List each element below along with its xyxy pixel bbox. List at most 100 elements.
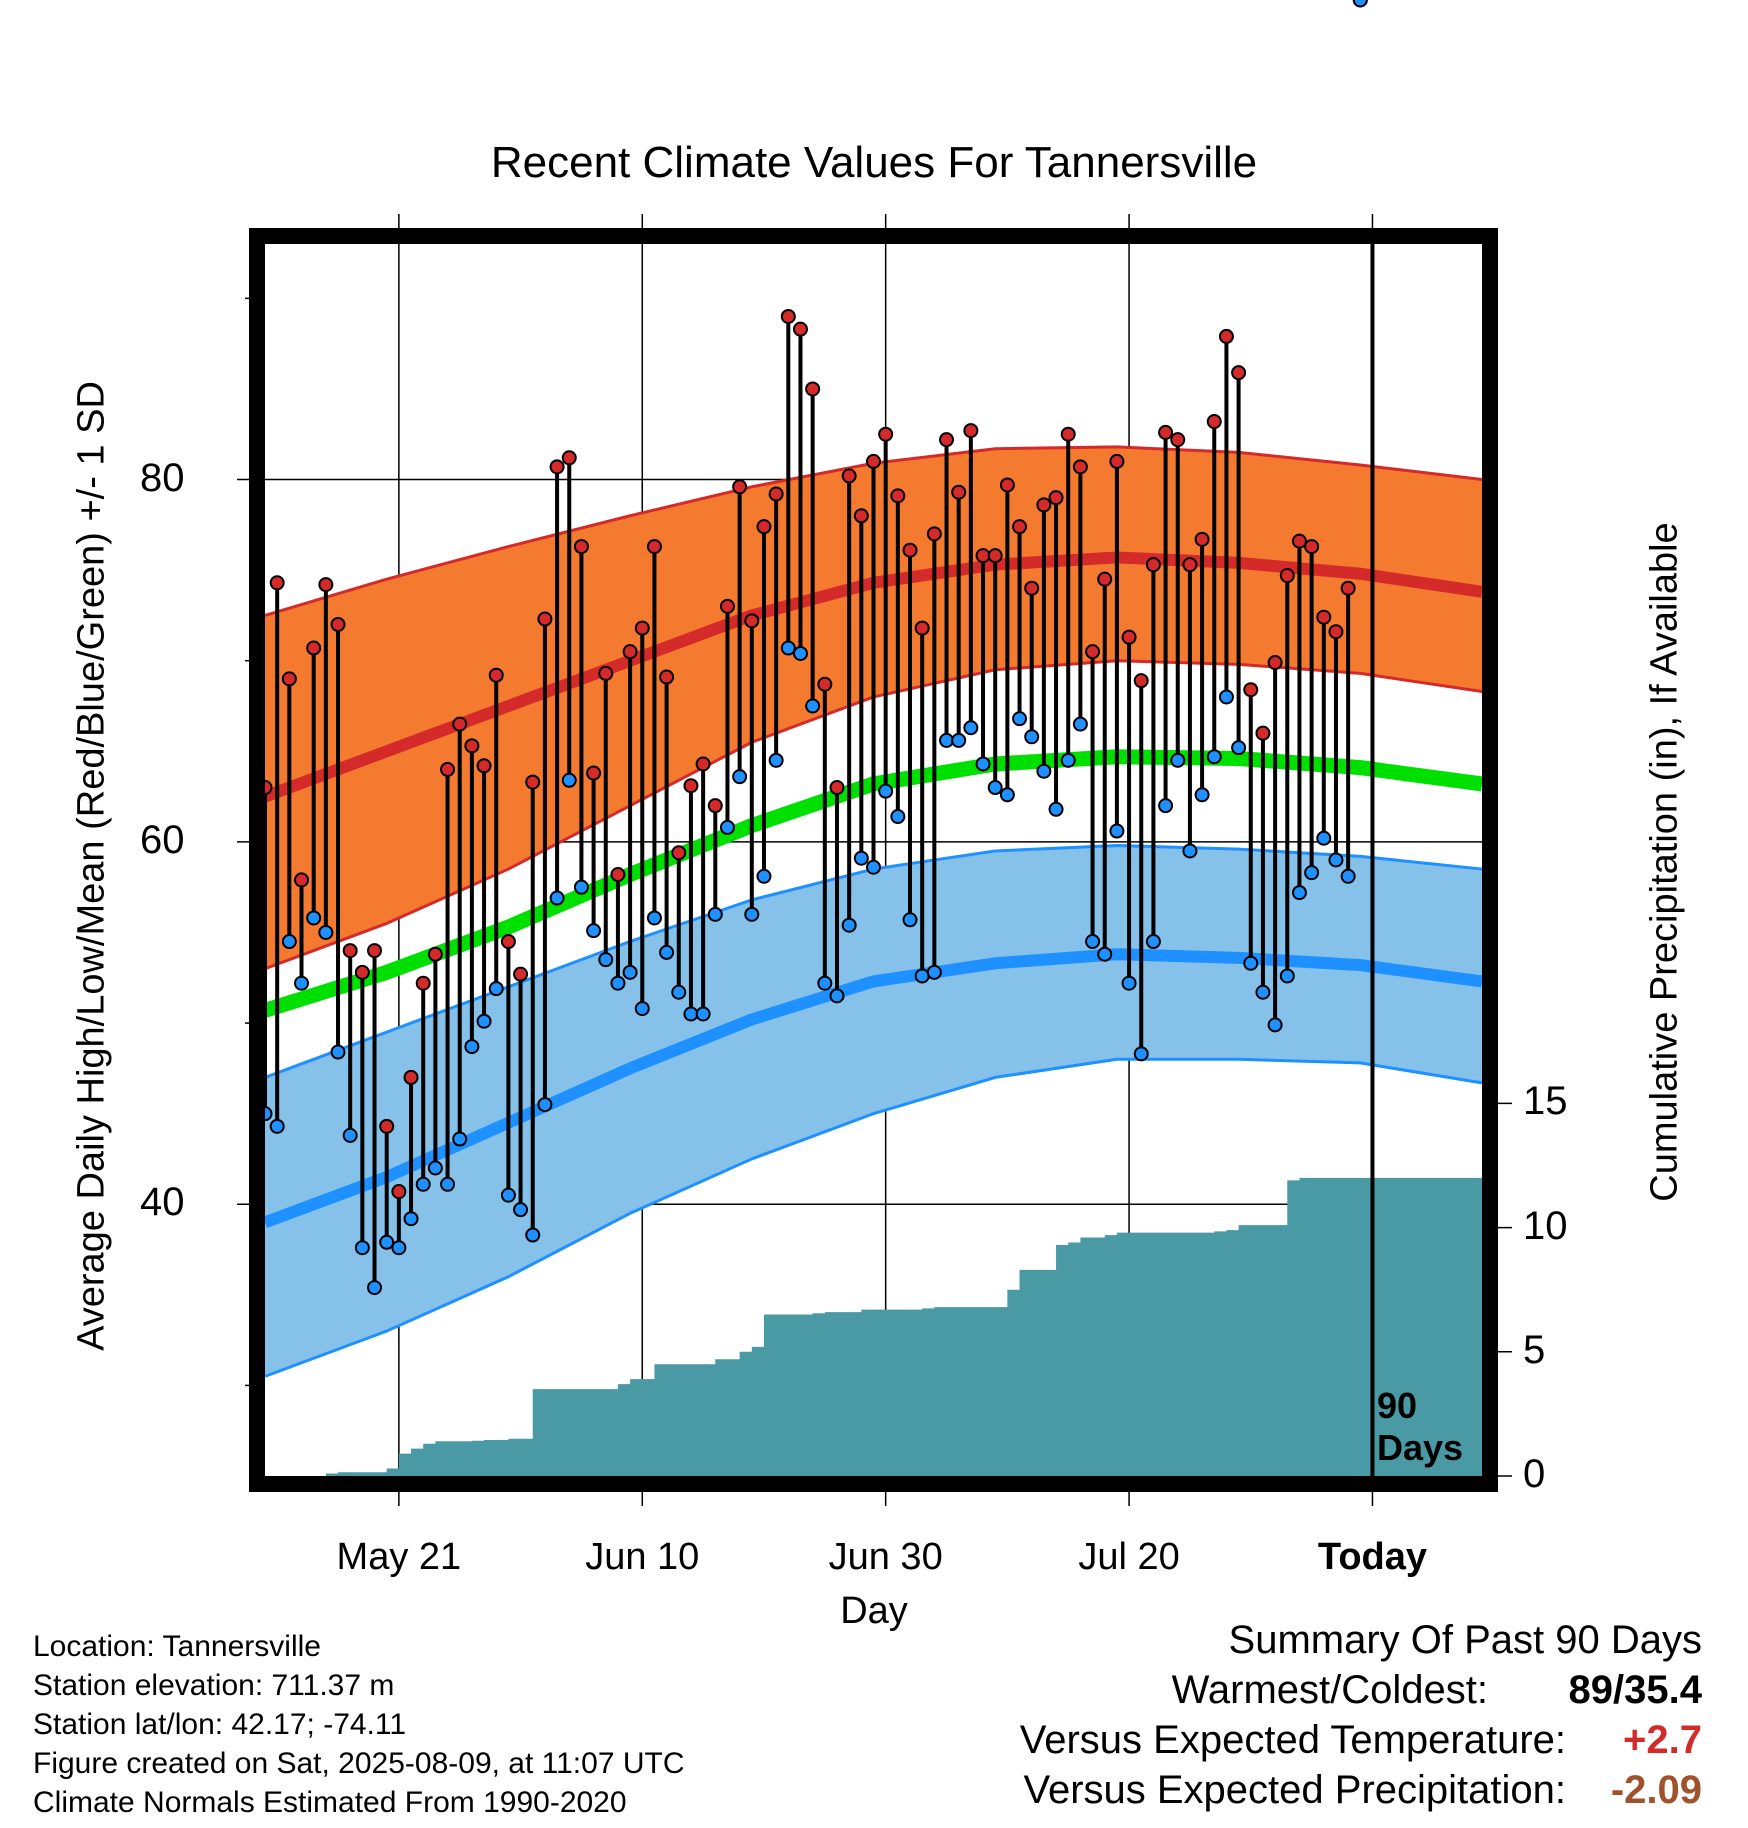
observed-high-point bbox=[1048, 490, 1064, 506]
observed-high-point bbox=[488, 667, 504, 683]
observed-low-point bbox=[792, 645, 808, 661]
observed-high-point bbox=[1182, 557, 1198, 573]
observed-high-point bbox=[756, 519, 772, 535]
y2-tick-label: 10 bbox=[1523, 1203, 1568, 1248]
observed-high-point bbox=[866, 453, 881, 469]
observed-low-point bbox=[1109, 823, 1125, 839]
observed-high-point bbox=[537, 611, 553, 627]
footer-elevation: Station elevation: 711.37 m bbox=[33, 1669, 395, 1702]
observed-low-point bbox=[659, 944, 675, 960]
observed-high-point bbox=[306, 640, 322, 656]
observed-high-point bbox=[1060, 426, 1076, 442]
observed-low-point bbox=[853, 850, 869, 866]
observed-low-point bbox=[951, 732, 967, 748]
observed-high-point bbox=[1304, 539, 1320, 555]
observed-low-point bbox=[707, 906, 723, 922]
observed-high-point bbox=[464, 738, 480, 754]
observed-high-point bbox=[1133, 673, 1149, 689]
observed-high-point bbox=[1218, 328, 1234, 344]
footer-location: Location: Tannersville bbox=[33, 1630, 321, 1663]
observed-high-point bbox=[452, 716, 468, 732]
x-tick-label: Jun 10 bbox=[585, 1536, 700, 1578]
observed-low-point bbox=[1231, 740, 1247, 756]
observed-low-point bbox=[1121, 975, 1137, 991]
observed-high-point bbox=[342, 943, 358, 959]
observed-low-point bbox=[1036, 763, 1052, 779]
observed-low-point bbox=[1048, 801, 1064, 817]
observed-low-point bbox=[671, 984, 687, 1000]
precipitation-area bbox=[265, 1177, 1482, 1476]
observed-high-point bbox=[354, 964, 370, 980]
observed-low-point bbox=[294, 975, 310, 991]
observed-high-point bbox=[1206, 414, 1222, 430]
observed-high-point bbox=[1340, 580, 1356, 596]
observed-high-point bbox=[817, 676, 833, 692]
observed-low-point bbox=[1145, 934, 1161, 950]
observed-high-point bbox=[561, 450, 577, 466]
observed-low-point bbox=[975, 756, 991, 772]
observed-high-point bbox=[914, 620, 930, 636]
plot-frame bbox=[249, 228, 1498, 1492]
observed-high-point bbox=[744, 613, 760, 629]
observed-high-point bbox=[780, 308, 796, 324]
observed-low-point bbox=[1024, 729, 1040, 745]
observed-high-point bbox=[1012, 519, 1028, 535]
observed-low-point bbox=[1243, 955, 1259, 971]
observed-low-point bbox=[537, 1097, 553, 1113]
observed-low-point bbox=[902, 912, 918, 928]
observed-low-point bbox=[1097, 946, 1113, 962]
observed-high-point bbox=[1024, 580, 1040, 596]
observed-low-point bbox=[987, 780, 1003, 796]
observed-high-point bbox=[513, 966, 529, 982]
observed-low-point bbox=[1304, 865, 1320, 881]
observed-low-point bbox=[476, 1013, 492, 1029]
observed-high-point bbox=[902, 542, 918, 558]
observed-low-point bbox=[488, 981, 504, 997]
footer-created: Figure created on Sat, 2025-08-09, at 11… bbox=[33, 1747, 685, 1780]
observed-low-point bbox=[1218, 689, 1234, 705]
observed-high-point bbox=[1279, 568, 1295, 584]
summary-temp-value: +2.7 bbox=[1623, 1718, 1702, 1762]
observed-high-point bbox=[281, 671, 297, 687]
observed-high-point bbox=[1097, 571, 1113, 587]
observed-high-point bbox=[427, 946, 443, 962]
x-axis-label: Day bbox=[840, 1590, 908, 1632]
observed-high-point bbox=[318, 577, 334, 593]
today-marker-label: 90 Days bbox=[1377, 1385, 1464, 1468]
summary-warmcold-value: 89/35.4 bbox=[1568, 1668, 1702, 1712]
observed-low-point bbox=[598, 952, 614, 968]
observed-high-point bbox=[805, 381, 821, 397]
footer-normals: Climate Normals Estimated From 1990-2020 bbox=[33, 1786, 627, 1819]
x-tick-label: Jun 30 bbox=[828, 1536, 943, 1578]
observed-high-point bbox=[500, 934, 516, 950]
observed-low-point bbox=[1170, 752, 1186, 768]
summary-precip-value: -2.09 bbox=[1610, 1768, 1702, 1812]
observed-low-point bbox=[866, 859, 881, 875]
observed-high-point bbox=[549, 459, 565, 475]
observed-low-point bbox=[939, 732, 955, 748]
observed-high-point bbox=[294, 872, 310, 888]
observed-low-point bbox=[415, 1176, 431, 1192]
observed-high-point bbox=[476, 758, 492, 774]
observed-low-point bbox=[768, 752, 784, 768]
observed-low-point bbox=[926, 964, 942, 980]
observed-high-point bbox=[403, 1069, 419, 1085]
summary-precip-label: Versus Expected Precipitation: bbox=[1023, 1768, 1566, 1812]
observed-high-point bbox=[1316, 609, 1332, 625]
observed-low-point bbox=[1206, 749, 1222, 765]
observed-high-point bbox=[440, 761, 456, 777]
observed-low-point bbox=[890, 809, 906, 825]
observed-high-point bbox=[987, 548, 1003, 564]
observed-low-point bbox=[1012, 711, 1028, 727]
observed-low-point bbox=[391, 1240, 407, 1256]
x-tick-label: Jul 20 bbox=[1078, 1536, 1180, 1578]
observed-low-point bbox=[841, 917, 857, 933]
observed-low-point bbox=[1072, 716, 1088, 732]
x-tick-label: May 21 bbox=[336, 1536, 462, 1578]
observed-high-point bbox=[1291, 533, 1307, 549]
observed-low-point bbox=[281, 934, 297, 950]
observed-low-point bbox=[1328, 852, 1344, 868]
observed-high-point bbox=[1036, 497, 1052, 513]
cumulative-precipitation-area bbox=[265, 1177, 1482, 1476]
